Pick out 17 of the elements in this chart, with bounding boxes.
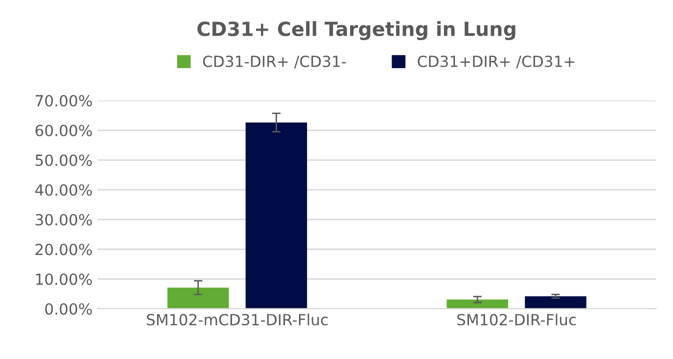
legend-label: CD31-DIR+ /CD31-: [203, 56, 346, 68]
y-tick-label: 20.00%: [36, 244, 92, 256]
y-tick-label: 70.00%: [36, 94, 92, 107]
y-tick-label: 40.00%: [35, 184, 92, 196]
bar: [524, 296, 586, 309]
y-tick-label: 60.00%: [36, 124, 92, 136]
bar: [167, 288, 229, 309]
y-tick-label: 0.00%: [45, 303, 92, 315]
legend-label: CD31+DIR+ /CD31+: [418, 56, 574, 68]
y-tick-label: 50.00%: [36, 154, 92, 166]
y-tick-label: 30.00%: [36, 214, 92, 226]
chart-title: CD31+ Cell Targeting in Lung: [197, 21, 516, 40]
bar: [246, 122, 308, 309]
x-tick-label: SM102-DIR-Fluc: [457, 314, 576, 326]
y-tick-label: 10.00%: [36, 273, 92, 286]
x-tick-label: SM102-mCD31-DIR-Fluc: [146, 314, 328, 326]
bar: [446, 300, 508, 309]
